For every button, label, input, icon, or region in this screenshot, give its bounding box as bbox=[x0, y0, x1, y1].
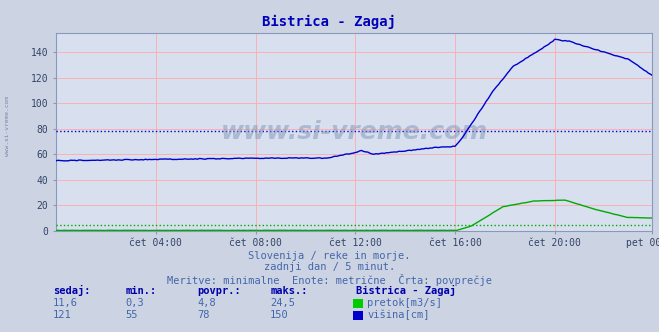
Text: 4,8: 4,8 bbox=[198, 298, 216, 308]
Text: 121: 121 bbox=[53, 310, 71, 320]
Text: 150: 150 bbox=[270, 310, 289, 320]
Text: 78: 78 bbox=[198, 310, 210, 320]
Text: sedaj:: sedaj: bbox=[53, 285, 90, 296]
Text: višina[cm]: višina[cm] bbox=[367, 310, 430, 320]
Text: 11,6: 11,6 bbox=[53, 298, 78, 308]
Text: 55: 55 bbox=[125, 310, 138, 320]
Text: 0,3: 0,3 bbox=[125, 298, 144, 308]
Text: povpr.:: povpr.: bbox=[198, 286, 241, 296]
Text: Meritve: minimalne  Enote: metrične  Črta: povprečje: Meritve: minimalne Enote: metrične Črta:… bbox=[167, 274, 492, 286]
Text: Slovenija / reke in morje.: Slovenija / reke in morje. bbox=[248, 251, 411, 261]
Text: 24,5: 24,5 bbox=[270, 298, 295, 308]
Text: Bistrica - Zagaj: Bistrica - Zagaj bbox=[356, 285, 456, 296]
Text: min.:: min.: bbox=[125, 286, 156, 296]
Text: maks.:: maks.: bbox=[270, 286, 308, 296]
Text: www.si-vreme.com: www.si-vreme.com bbox=[221, 120, 488, 144]
Text: www.si-vreme.com: www.si-vreme.com bbox=[5, 96, 11, 156]
Text: zadnji dan / 5 minut.: zadnji dan / 5 minut. bbox=[264, 262, 395, 272]
Text: pretok[m3/s]: pretok[m3/s] bbox=[367, 298, 442, 308]
Text: Bistrica - Zagaj: Bistrica - Zagaj bbox=[262, 15, 397, 29]
